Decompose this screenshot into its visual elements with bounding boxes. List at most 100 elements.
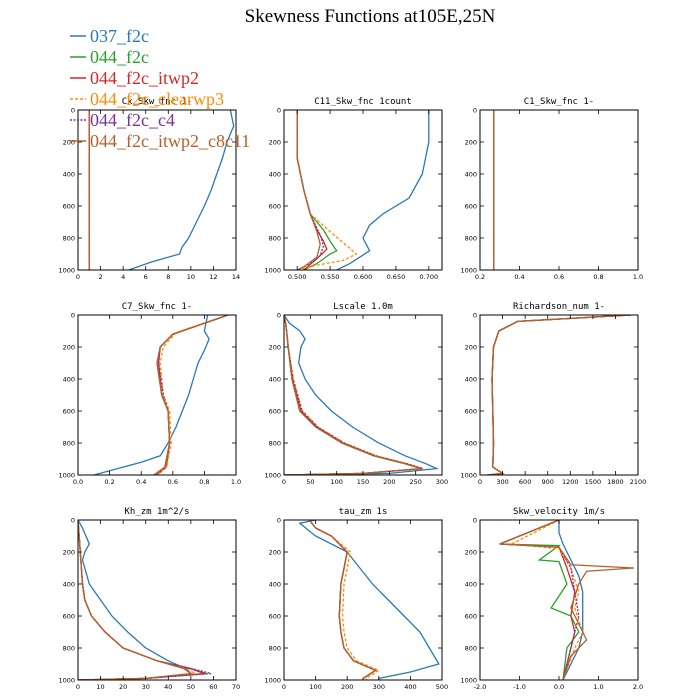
legend-item-044_f2c_clearwp3: 044_f2c_clearwp3 xyxy=(70,89,224,109)
plot-frame xyxy=(283,519,443,681)
y-tick-label: 0 xyxy=(473,517,477,525)
panel-7: Kh_zm 1m^2/s 0 10 20 30 40 50 60 70 0 200 400 600 800… xyxy=(58,507,240,691)
legend-label: 044_f2c_itwp2_c8c11 xyxy=(90,131,250,151)
y-tick-label: 800 xyxy=(465,645,477,653)
y-tick-label: 600 xyxy=(63,613,75,621)
x-tick-label: 0.0 xyxy=(73,478,83,486)
plot-frame xyxy=(283,109,443,271)
x-tick-label: 900 xyxy=(542,478,554,486)
x-tick-label: 0.650 xyxy=(387,273,406,281)
x-tick-label: 0.8 xyxy=(593,273,603,281)
y-tick-label: 200 xyxy=(63,139,75,147)
x-tick-label: -2.0 xyxy=(474,683,487,691)
x-tick-label: 0.2 xyxy=(475,273,485,281)
legend-item-037_f2c: 037_f2c xyxy=(70,26,149,46)
x-tick-label: 0.550 xyxy=(321,273,340,281)
panel-5: Lscale 1.0m 0 50 100 150 200 250 300 0 200 400 600 8… xyxy=(264,302,448,486)
x-tick-label: 300 xyxy=(496,478,508,486)
legend-item-044_f2c: 044_f2c xyxy=(70,47,149,67)
series-line-044_f2c_itwp2_c8c11 xyxy=(78,520,193,680)
series-line-044_f2c_itwp2_c8c11 xyxy=(153,315,229,475)
x-tick-label: 1800 xyxy=(607,478,624,486)
x-tick-label: 10 xyxy=(96,683,104,691)
x-tick-label: 0.500 xyxy=(288,273,307,281)
series-line-037_f2c xyxy=(93,315,210,475)
plot-frame xyxy=(77,519,237,681)
x-tick-label: 0 xyxy=(478,478,482,486)
x-tick-label: 100 xyxy=(309,683,321,691)
y-tick-label: 1000 xyxy=(264,267,281,275)
legend-label: 044_f2c_c4 xyxy=(90,110,175,130)
x-tick-label: 150 xyxy=(357,478,369,486)
series-line-044_f2c_itwp2_c8c11 xyxy=(296,110,321,270)
y-tick-label: 1000 xyxy=(58,267,75,275)
x-tick-label: 0.6 xyxy=(168,478,178,486)
series-line-044_f2c_itwp2_c8c11 xyxy=(499,520,635,680)
series-line-044_f2c_c4 xyxy=(154,315,229,475)
series-line-037_f2c xyxy=(128,110,235,270)
series-line-044_f2c_itwp2 xyxy=(296,110,328,270)
x-tick-label: 1.0 xyxy=(593,683,603,691)
x-tick-label: 0.4 xyxy=(514,273,524,281)
plot-frame xyxy=(77,314,237,476)
x-tick-label: 400 xyxy=(404,683,416,691)
panel-title: C11_Skw_fnc 1count xyxy=(314,97,412,107)
series-lines xyxy=(296,110,430,270)
panel-2: C11_Skw_fnc 1count 0.500 0.550 0.600 0.650 0.… xyxy=(264,97,443,281)
y-tick-label: 200 xyxy=(269,139,281,147)
y-tick-label: 0 xyxy=(71,107,75,115)
x-tick-label: 1500 xyxy=(585,478,602,486)
x-tick-label: 2.0 xyxy=(633,683,643,691)
x-tick-label: 0.2 xyxy=(104,478,114,486)
y-tick-label: 1000 xyxy=(460,267,477,275)
series-line-044_f2c_itwp2_c8c11 xyxy=(487,315,631,475)
series-line-044_f2c_clearwp3 xyxy=(509,520,584,680)
series-line-044_f2c_clearwp3 xyxy=(487,315,631,475)
series-line-044_f2c_itwp2_c8c11 xyxy=(308,520,377,680)
y-tick-label: 1000 xyxy=(58,472,75,480)
x-tick-label: 8 xyxy=(166,273,170,281)
legend-label: 044_f2c_itwp2 xyxy=(90,68,199,88)
panel-title: Skw_velocity 1m/s xyxy=(513,507,605,517)
series-line-044_f2c_c4 xyxy=(308,520,377,680)
y-tick-label: 0 xyxy=(71,517,75,525)
y-tick-label: 600 xyxy=(269,203,281,211)
x-tick-label: 14 xyxy=(232,273,240,281)
series-line-044_f2c_clearwp3 xyxy=(308,520,381,680)
y-tick-label: 400 xyxy=(269,376,281,384)
x-tick-label: 6 xyxy=(144,273,148,281)
series-line-044_f2c xyxy=(487,315,631,475)
x-tick-label: 1200 xyxy=(562,478,579,486)
y-tick-label: 800 xyxy=(269,440,281,448)
x-tick-label: -1.0 xyxy=(513,683,526,691)
x-tick-label: 200 xyxy=(341,683,353,691)
x-tick-label: 0.700 xyxy=(420,273,439,281)
series-lines xyxy=(88,110,235,270)
panels: Cx_Skw_fnc 1-0 2 4 6 8 10 12 140200400600800100… xyxy=(58,97,646,691)
panel-title: Richardson_num 1- xyxy=(513,302,605,312)
y-tick-label: 0 xyxy=(71,312,75,320)
series-line-044_f2c xyxy=(78,520,207,680)
y-tick-label: 400 xyxy=(63,171,75,179)
x-tick-label: 1.0 xyxy=(633,273,643,281)
x-tick-label: 2100 xyxy=(630,478,647,486)
y-tick-label: 600 xyxy=(465,203,477,211)
x-tick-label: 300 xyxy=(436,478,448,486)
panel-1: Cx_Skw_fnc 1- 0 2 4 6 8 10 12 14 0 200 400 600 800 100… xyxy=(58,97,240,281)
series-line-037_f2c xyxy=(336,110,430,270)
y-tick-label: 800 xyxy=(63,645,75,653)
plot-frame xyxy=(77,109,237,271)
x-tick-label: 0.0 xyxy=(554,683,564,691)
panel-title: C7_Skw_fnc 1- xyxy=(122,302,192,312)
panel-3: C1_Skw_fnc 1- 0.2 0.4 0.6 0.8 1.0 0 200 400 600 80… xyxy=(460,97,643,281)
y-tick-label: 800 xyxy=(465,235,477,243)
plot-frame xyxy=(479,314,639,476)
series-lines xyxy=(78,520,212,680)
y-tick-label: 400 xyxy=(63,581,75,589)
series-line-044_f2c_c4 xyxy=(284,315,423,475)
y-tick-label: 800 xyxy=(269,645,281,653)
x-tick-label: 40 xyxy=(164,683,172,691)
y-tick-label: 200 xyxy=(269,549,281,557)
y-tick-label: 800 xyxy=(63,440,75,448)
y-tick-label: 200 xyxy=(465,549,477,557)
